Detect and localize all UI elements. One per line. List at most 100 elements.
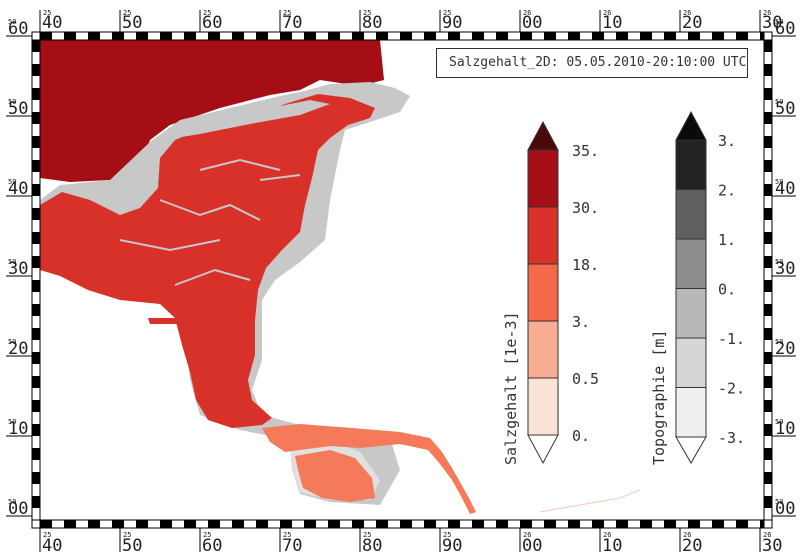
x-tick-major-top: 70 — [282, 13, 302, 33]
checker-top — [40, 32, 52, 40]
checker-right — [764, 232, 772, 244]
checker-left — [32, 424, 40, 436]
y-tick-minor-left: 59 — [8, 18, 16, 26]
checker-right — [764, 184, 772, 196]
salinity-swatch — [527, 206, 559, 265]
x-tick-major-top: 60 — [202, 13, 222, 33]
checker-left — [32, 352, 40, 364]
x-tick-major-top: 80 — [362, 13, 382, 33]
frame-corner — [763, 31, 773, 41]
x-tick-major-top: 40 — [42, 13, 62, 33]
salinity-label: 18. — [572, 256, 599, 274]
checker-left — [32, 136, 40, 148]
x-tick-minor-bottom: 25 — [363, 531, 371, 539]
x-tick-minor-top: 26 — [603, 9, 611, 17]
checker-left — [32, 376, 40, 388]
checker-bottom — [352, 520, 364, 528]
y-tick-major-right: 60 — [775, 19, 795, 39]
checker-right — [764, 376, 772, 388]
y-tick-major-left: 10 — [8, 419, 28, 439]
x-tick-minor-top: 25 — [203, 9, 211, 17]
y-tick-major-left: 60 — [8, 19, 28, 39]
topography-swatch — [675, 238, 707, 289]
topography-swatch — [675, 387, 707, 438]
x-tick-major-top: 00 — [522, 13, 542, 33]
checker-right — [764, 88, 772, 100]
checker-bottom — [592, 520, 604, 528]
salinity-label: 0.5 — [572, 370, 599, 388]
salinity-colorbar: 35. 30. 18. 3. 0.5 0. Salzgehalt [1e-3] — [502, 120, 599, 465]
salinity-arrow-bottom — [527, 434, 559, 465]
coastal-feature — [148, 318, 180, 324]
topography-swatch — [675, 337, 707, 388]
checker-top — [520, 32, 532, 40]
x-tick-minor-top: 26 — [763, 9, 771, 17]
y-tick-minor-left: 59 — [8, 338, 16, 346]
estuary-water — [40, 94, 375, 428]
checker-bottom — [544, 520, 556, 528]
checker-top — [64, 32, 76, 40]
y-tick-minor-right: 59 — [775, 338, 783, 346]
checker-top — [208, 32, 220, 40]
x-tick-major-bottom: 50 — [122, 536, 142, 556]
y-tick-major-left: 00 — [8, 499, 28, 519]
x-tick-major-bottom: 90 — [442, 536, 462, 556]
x-tick-major-bottom: 40 — [42, 536, 62, 556]
x-tick-major-bottom: 30 — [762, 536, 782, 556]
x-tick-major-bottom: 20 — [682, 536, 702, 556]
checker-top — [568, 32, 580, 40]
checker-top — [280, 32, 292, 40]
checker-top — [472, 32, 484, 40]
x-tick-minor-bottom: 25 — [123, 531, 131, 539]
checker-left — [32, 400, 40, 412]
checker-bottom — [160, 520, 172, 528]
topography-label: 0. — [718, 281, 736, 299]
frame-corner — [31, 31, 41, 41]
y-tick-minor-right: 59 — [775, 418, 783, 426]
checker-top — [424, 32, 436, 40]
y-tick-minor-right: 59 — [775, 98, 783, 106]
topography-label: 1. — [718, 231, 736, 249]
salinity-swatch — [527, 149, 559, 208]
checker-top — [352, 32, 364, 40]
checker-right — [764, 64, 772, 76]
checker-left — [32, 184, 40, 196]
topography-label: -1. — [718, 330, 745, 348]
checker-bottom — [64, 520, 76, 528]
checker-bottom — [112, 520, 124, 528]
faint-tributaries — [539, 489, 641, 513]
checker-bottom — [40, 520, 52, 528]
frame-corner — [763, 519, 773, 529]
y-tick-major-left: 50 — [8, 99, 28, 119]
y-tick-major-right: 40 — [775, 179, 795, 199]
checker-right — [764, 304, 772, 316]
tick-labels: 2540254025502550256025602570257025802580… — [6, 9, 796, 556]
checker-left — [32, 88, 40, 100]
checker-right — [764, 40, 772, 52]
y-tick-major-right: 00 — [775, 499, 795, 519]
y-tick-major-left: 20 — [8, 339, 28, 359]
checker-top — [760, 32, 764, 40]
x-tick-minor-bottom: 26 — [523, 531, 531, 539]
checker-bottom — [472, 520, 484, 528]
y-tick-minor-right: 59 — [775, 18, 783, 26]
checker-bottom — [88, 520, 100, 528]
salinity-arrow-top — [527, 120, 559, 151]
checker-left — [32, 304, 40, 316]
salinity-label: 30. — [572, 199, 599, 217]
x-tick-major-bottom: 10 — [602, 536, 622, 556]
map-title: Salzgehalt_2D: 05.05.2010-20:10:00 UTC — [449, 55, 747, 70]
x-tick-major-top: 30 — [762, 13, 782, 33]
checker-bottom — [400, 520, 412, 528]
sea-region — [40, 40, 384, 182]
checker-bottom — [256, 520, 268, 528]
checker-bottom — [712, 520, 724, 528]
topography-colorbar-title: Topographie [m] — [650, 330, 668, 465]
checker-bottom — [424, 520, 436, 528]
y-tick-minor-right: 59 — [775, 178, 783, 186]
checker-top — [736, 32, 748, 40]
checker-left — [32, 64, 40, 76]
x-tick-minor-top: 25 — [283, 9, 291, 17]
checker-right — [764, 280, 772, 292]
x-tick-major-bottom: 70 — [282, 536, 302, 556]
